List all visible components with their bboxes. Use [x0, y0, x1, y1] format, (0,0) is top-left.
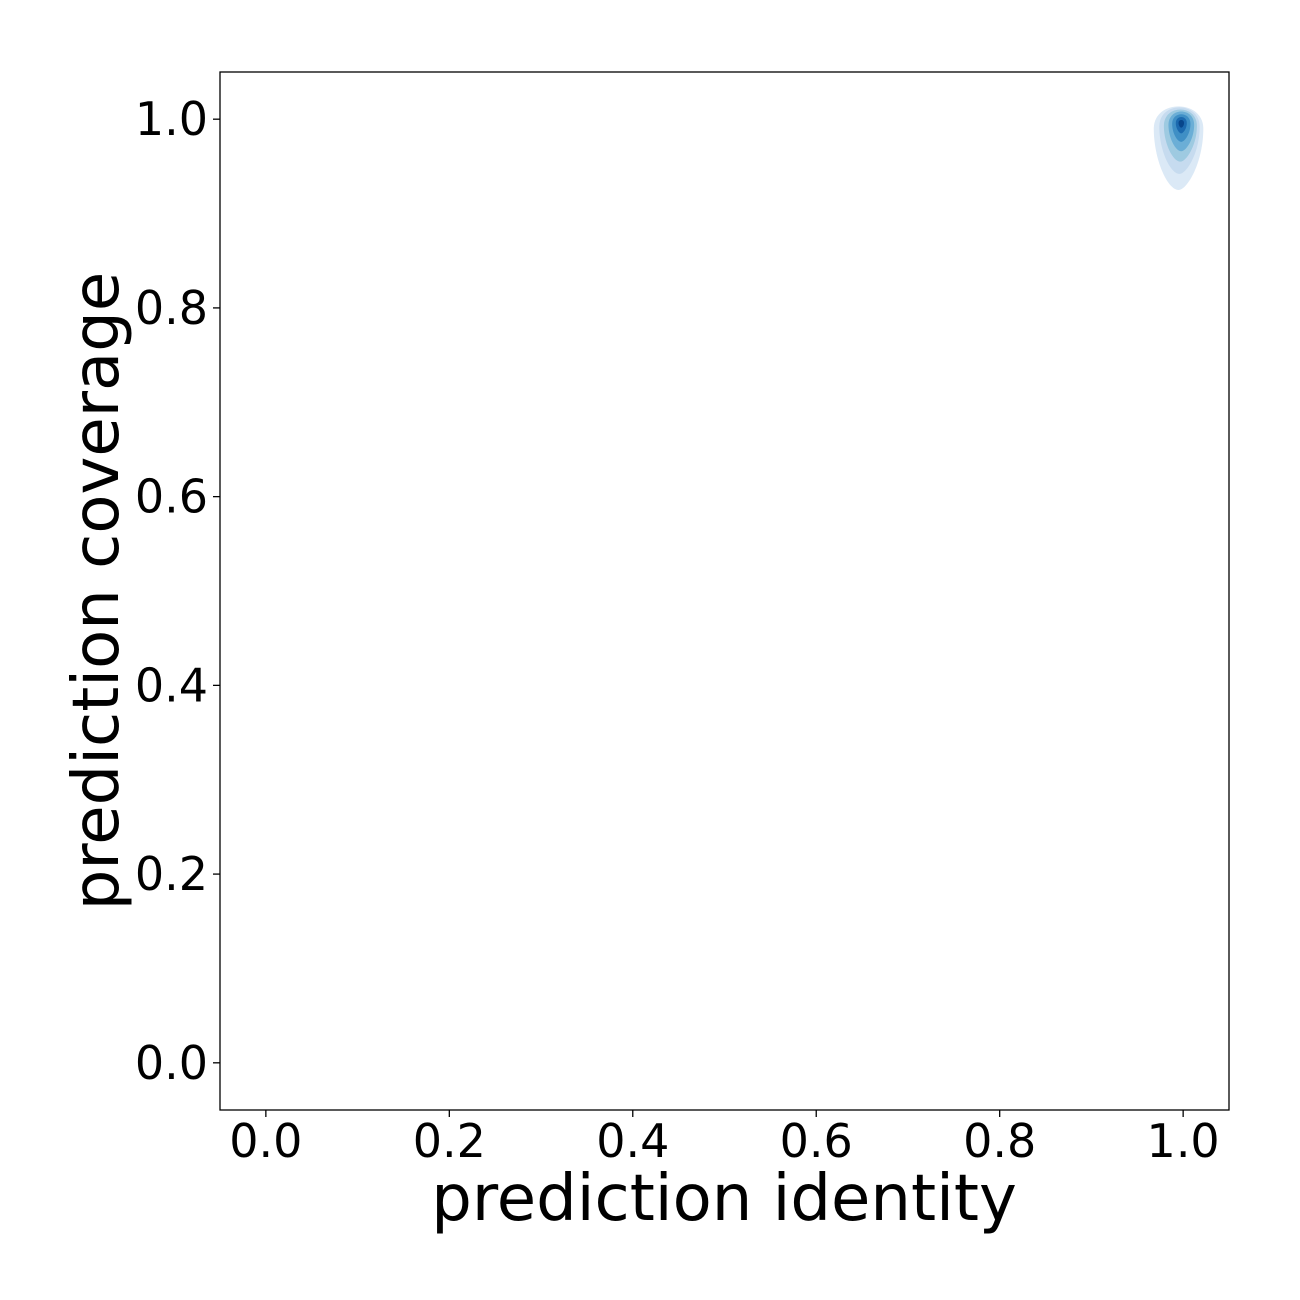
y-tick-label: 0.0 — [135, 1036, 208, 1090]
y-tick-label: 1.0 — [135, 92, 208, 146]
y-tick-label: 0.2 — [135, 847, 208, 901]
plot-frame — [219, 71, 1230, 1111]
x-tick-label: 0.8 — [963, 1114, 1036, 1168]
y-tick-label: 0.8 — [135, 281, 208, 335]
y-tick-label: 0.4 — [135, 658, 208, 712]
x-tick-label: 0.4 — [596, 1114, 669, 1168]
x-tick-label: 0.6 — [780, 1114, 853, 1168]
x-tick-label: 0.0 — [229, 1114, 302, 1168]
x-tick-label: 1.0 — [1147, 1114, 1220, 1168]
x-tick-label: 0.2 — [413, 1114, 486, 1168]
x-axis-label: prediction identity — [431, 1162, 1017, 1236]
density-level-7 — [1178, 119, 1185, 128]
y-axis-ticks: 0.0 0.2 0.4 0.6 0.8 1.0 — [135, 92, 220, 1090]
density-contours — [1153, 106, 1204, 190]
y-tick-label: 0.6 — [135, 470, 208, 524]
y-axis-label: prediction coverage — [60, 272, 134, 911]
x-axis-ticks: 0.0 0.2 0.4 0.6 0.8 1.0 — [229, 1110, 1220, 1168]
